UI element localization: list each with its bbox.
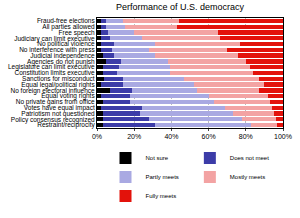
svg-text:Mostly meets: Mostly meets [230, 174, 265, 180]
svg-text:Policy consensus recognized: Policy consensus recognized [11, 116, 95, 124]
svg-text:Legislature can limit executiv: Legislature can limit executive [8, 63, 95, 71]
svg-text:No foreign electoral influence: No foreign electoral influence [10, 87, 95, 95]
svg-text:Constitution limits executive: Constitution limits executive [14, 69, 95, 76]
svg-text:100%: 100% [274, 133, 292, 140]
svg-text:All parties allowed: All parties allowed [42, 23, 95, 31]
svg-text:Equal legal/political rights: Equal legal/political rights [21, 81, 95, 89]
svg-text:Sanctions for misconduct: Sanctions for misconduct [22, 75, 95, 82]
svg-text:Judicial independence: Judicial independence [30, 52, 95, 60]
svg-text:No political violence: No political violence [37, 40, 95, 48]
svg-text:Judiciary can limit executive: Judiciary can limit executive [14, 35, 95, 43]
svg-text:Restraint/reciprocity: Restraint/reciprocity [37, 121, 95, 129]
svg-text:Not sure: Not sure [146, 155, 169, 161]
svg-text:40%: 40% [164, 133, 178, 140]
svg-text:Patriotism not questioned: Patriotism not questioned [21, 110, 95, 118]
svg-text:60%: 60% [202, 133, 216, 140]
svg-text:Fully meets: Fully meets [146, 193, 177, 199]
svg-text:Free speech: Free speech [59, 29, 96, 37]
svg-text:Does not meet: Does not meet [230, 155, 269, 161]
svg-text:Votes have equal impact: Votes have equal impact [24, 104, 95, 112]
svg-text:0%: 0% [92, 133, 102, 140]
svg-text:No interference with press: No interference with press [19, 46, 95, 54]
svg-text:Agencies do not punish: Agencies do not punish [27, 58, 95, 66]
svg-text:Partly meets: Partly meets [146, 174, 179, 180]
svg-text:20%: 20% [127, 133, 141, 140]
svg-text:Fraud-free elections: Fraud-free elections [37, 17, 96, 24]
svg-text:No private gains from office: No private gains from office [16, 98, 95, 106]
svg-text:80%: 80% [239, 133, 253, 140]
svg-text:Performance of U.S. democracy: Performance of U.S. democracy [116, 2, 245, 12]
svg-text:Equal voting rights: Equal voting rights [41, 92, 95, 100]
